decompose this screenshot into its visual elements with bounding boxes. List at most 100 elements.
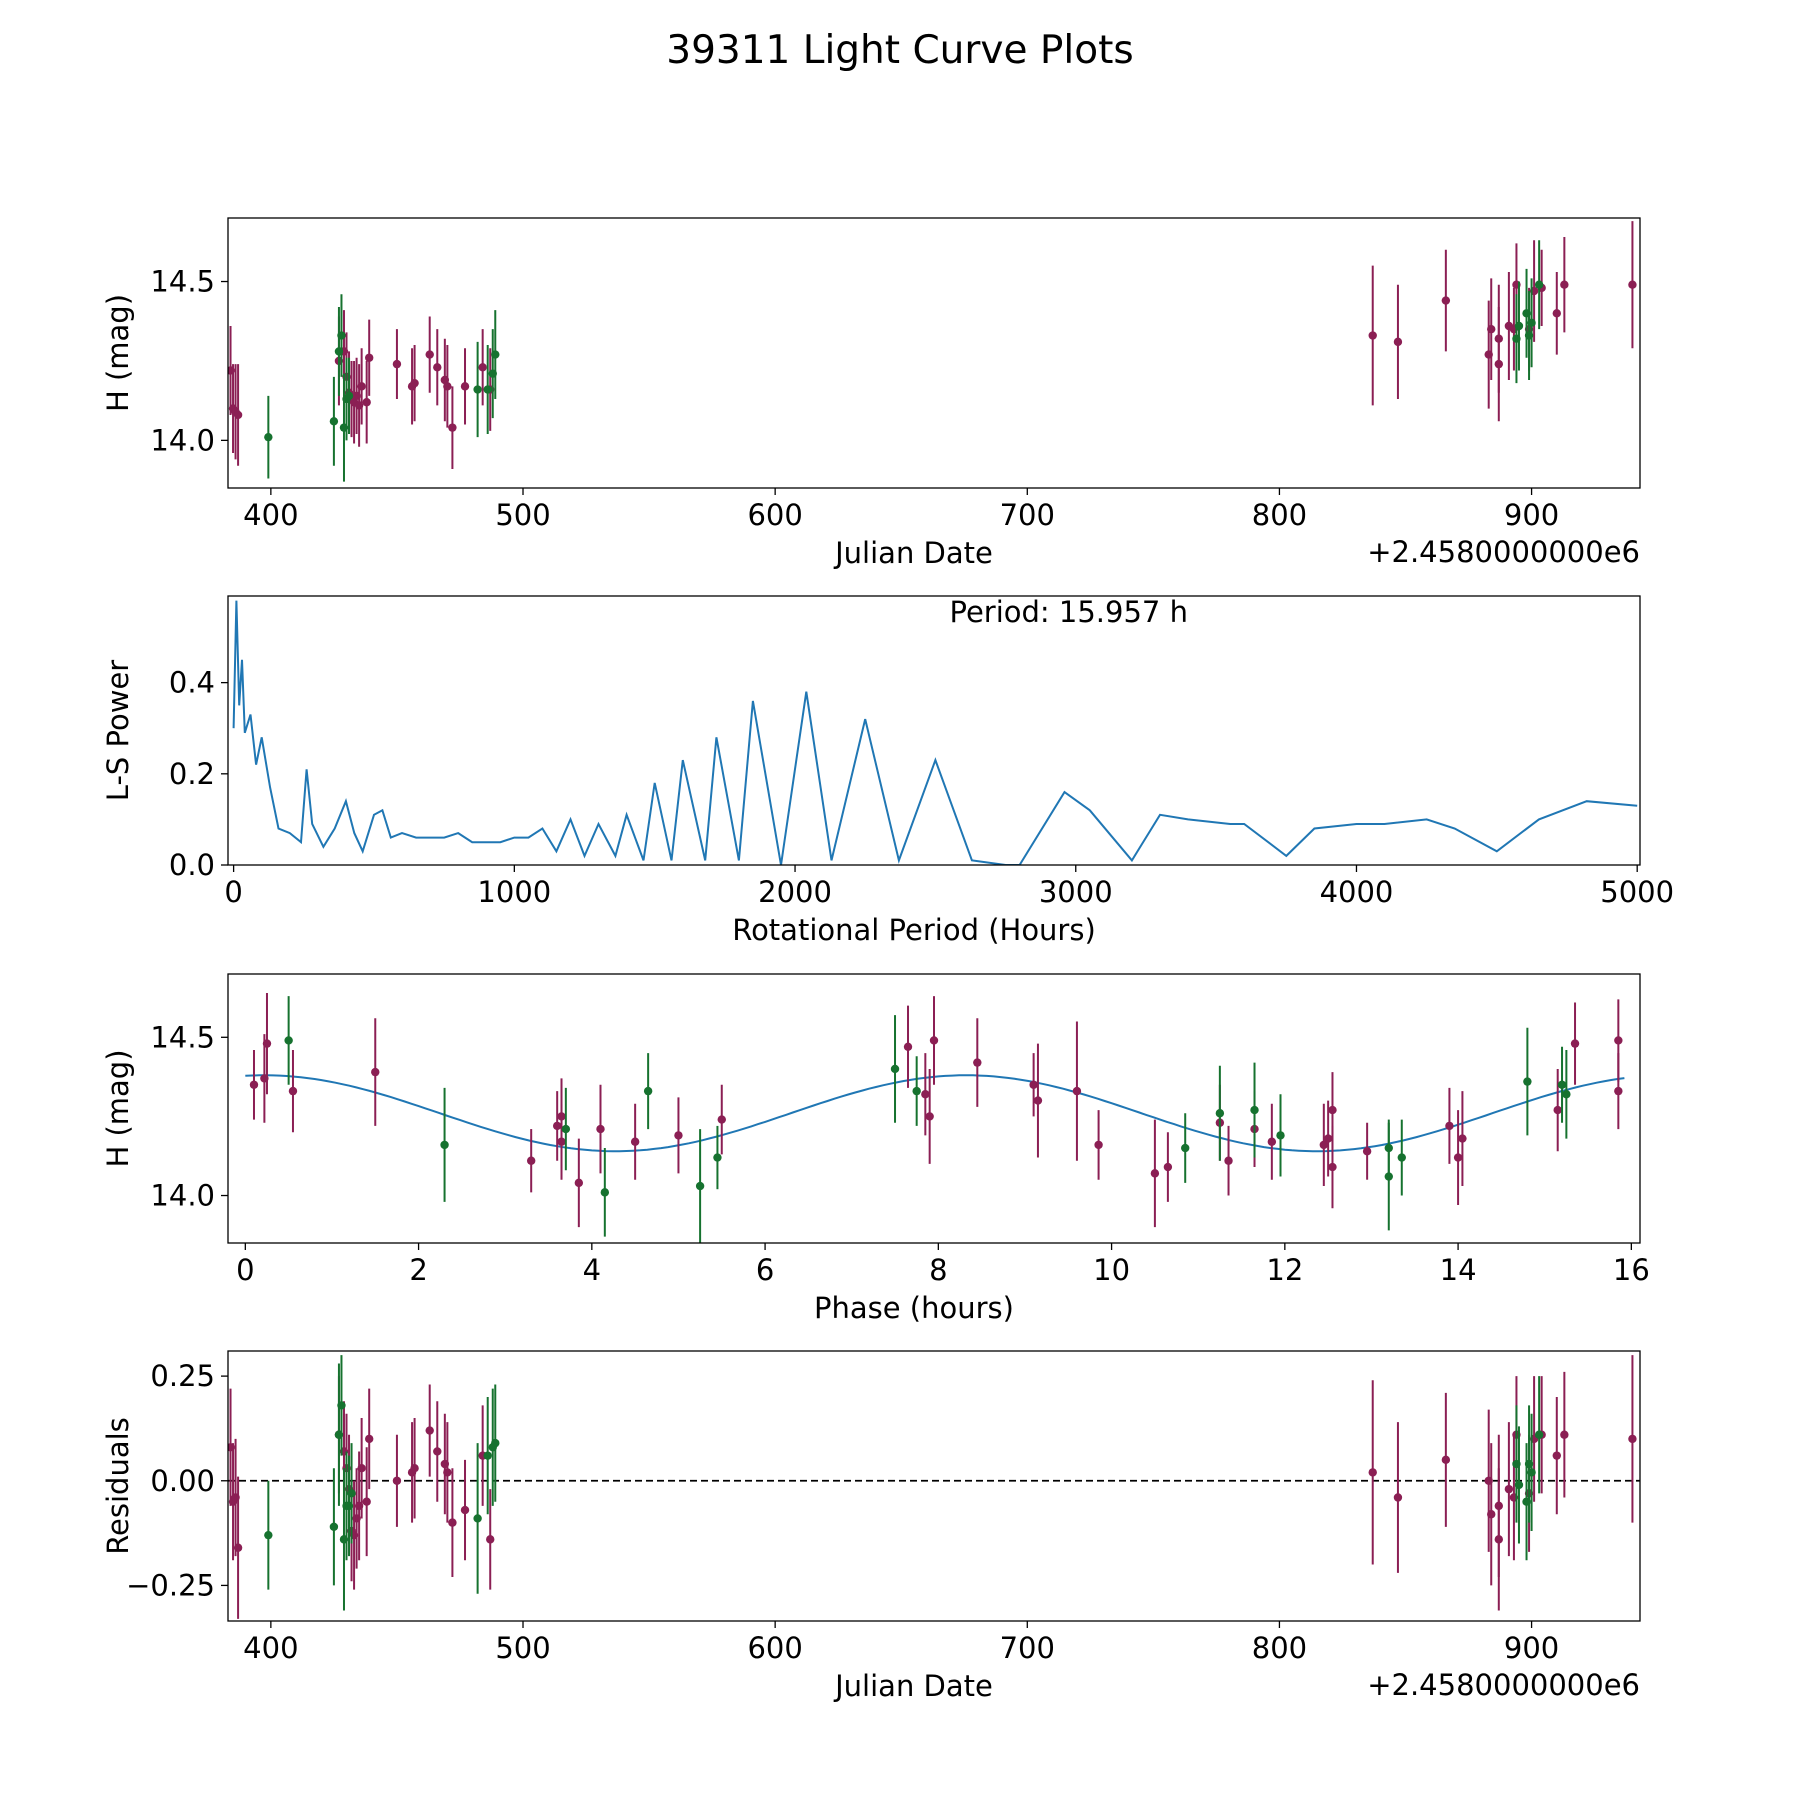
y-tick-label: −0.25 — [126, 1568, 215, 1602]
x-tick-label: 2000 — [758, 875, 832, 909]
y-tick-label: 0.0 — [169, 848, 215, 882]
plot-frame — [227, 217, 1641, 489]
x-tick-label: 400 — [243, 498, 298, 532]
data-point — [392, 1476, 402, 1485]
data-point — [1328, 1162, 1337, 1172]
data-point — [410, 1464, 419, 1473]
model-curve — [245, 1074, 1625, 1153]
data-point — [357, 1464, 366, 1473]
data-point — [1453, 1153, 1463, 1162]
data-point — [1560, 1430, 1569, 1439]
series-filter-a — [249, 992, 1623, 1228]
plot-frame — [227, 973, 1641, 1244]
x-tick-label: 600 — [747, 1631, 802, 1665]
data-point — [1552, 1451, 1561, 1460]
x-tick-label: 16 — [1613, 1253, 1650, 1287]
data-point — [1033, 1096, 1043, 1105]
data-point — [929, 1036, 939, 1045]
data-point — [1323, 1134, 1333, 1143]
data-point — [362, 1497, 371, 1506]
data-point — [483, 1451, 492, 1460]
data-point — [1523, 1077, 1532, 1086]
data-point — [233, 1543, 243, 1552]
data-point — [1163, 1162, 1173, 1172]
data-point — [264, 1530, 273, 1540]
data-point — [288, 1086, 298, 1096]
data-point — [337, 331, 346, 340]
data-point — [1614, 1086, 1623, 1096]
data-point — [1570, 1039, 1580, 1048]
x-tick-label: 700 — [1000, 498, 1055, 532]
data-point — [425, 350, 434, 359]
data-point — [1441, 296, 1451, 305]
series-filter-b — [264, 1355, 1544, 1611]
data-point — [344, 391, 354, 401]
plot-frame — [227, 1350, 1641, 1622]
data-point — [630, 1137, 640, 1146]
series-filter-a — [228, 221, 1637, 469]
data-point — [433, 1447, 442, 1456]
data-point — [1514, 1480, 1524, 1490]
data-point — [365, 353, 374, 362]
data-point — [362, 398, 371, 407]
data-point — [329, 417, 339, 426]
data-point — [1534, 1430, 1544, 1439]
data-point — [440, 1140, 449, 1150]
data-point — [903, 1042, 913, 1051]
data-point — [1368, 331, 1377, 340]
panel-residuals: 400 500 600 700 800 900 0.25 0.00 −0.25 Julian Da… — [101, 1350, 1641, 1703]
x-tick-label: 12 — [1266, 1253, 1303, 1287]
x-tick-label: 4 — [583, 1253, 601, 1287]
data-point — [433, 363, 442, 372]
plot-area — [245, 992, 1625, 1243]
data-point — [365, 1434, 374, 1444]
x-tick-label: 800 — [1252, 1631, 1307, 1665]
y-tick-label: 0.2 — [169, 757, 215, 791]
x-tick-label: 3000 — [1039, 875, 1113, 909]
x-axis-label: Rotational Period (Hours) — [732, 913, 1096, 947]
data-point — [1384, 1172, 1393, 1181]
panel-periodogram: Period: 15.957 h 0 1000 2000 3000 4000 5000 0.0… — [101, 595, 1674, 947]
data-point — [233, 410, 243, 420]
x-tick-label: 1000 — [477, 875, 551, 909]
x-tick-label: 900 — [1504, 1631, 1559, 1665]
data-point — [1487, 324, 1496, 334]
data-point — [1150, 1169, 1160, 1178]
data-point — [1215, 1109, 1225, 1118]
data-point — [1494, 359, 1504, 369]
plot-frame — [227, 595, 1641, 866]
series-filter-b — [284, 996, 1571, 1243]
data-point — [357, 382, 366, 391]
data-point — [1527, 318, 1536, 328]
data-point — [973, 1058, 982, 1067]
data-point — [1094, 1140, 1103, 1150]
x-tick-label: 0 — [224, 875, 242, 909]
data-point — [1514, 321, 1524, 331]
x-offset-label: +2.4580000000e6 — [1367, 1668, 1640, 1702]
data-point — [596, 1124, 605, 1134]
y-axis-label: H (mag) — [101, 1049, 135, 1167]
data-point — [264, 432, 273, 442]
data-point — [674, 1131, 683, 1140]
data-point — [1614, 1036, 1623, 1045]
data-point — [1445, 1121, 1454, 1131]
y-tick-label: 0.25 — [150, 1359, 215, 1393]
series-filter-a — [228, 1355, 1637, 1619]
data-point — [448, 423, 457, 432]
data-point — [1319, 1140, 1329, 1150]
x-tick-label: 400 — [243, 1631, 298, 1665]
data-point — [347, 1489, 356, 1498]
data-point — [1562, 1090, 1571, 1099]
data-point — [392, 359, 402, 369]
data-point — [249, 1080, 259, 1089]
data-point — [1553, 1105, 1562, 1115]
data-point — [600, 1188, 610, 1197]
x-tick-label: 600 — [747, 498, 802, 532]
y-tick-label: 0.00 — [150, 1464, 215, 1498]
panel-lightcurve: 400 500 600 700 800 900 14.0 14.5 Julian Date H (… — [101, 217, 1641, 570]
x-axis-label: Phase (hours) — [814, 1291, 1014, 1325]
plot-area — [228, 1355, 1640, 1619]
x-tick-label: 500 — [495, 1631, 550, 1665]
data-point — [1560, 280, 1569, 289]
